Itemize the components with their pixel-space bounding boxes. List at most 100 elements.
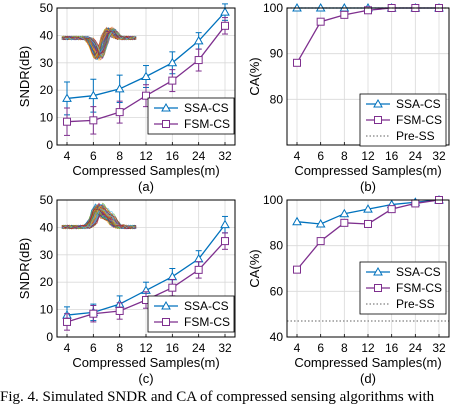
- panel-label: (c): [138, 371, 153, 386]
- legend-marker: [161, 102, 171, 112]
- inset-waveforms: [61, 202, 137, 230]
- data-point: [292, 216, 302, 226]
- data-point: [89, 309, 98, 318]
- data-point: [88, 90, 99, 100]
- x-tick-label: 8: [341, 149, 348, 163]
- data-point: [194, 56, 203, 65]
- plot-frame: [286, 199, 450, 338]
- x-tick-label: 32: [218, 149, 232, 163]
- data-point: [114, 83, 125, 93]
- data-point: [364, 219, 372, 228]
- legend-label: SSA-CS: [184, 101, 229, 115]
- x-tick-label: 12: [361, 341, 375, 355]
- y-tick-label: 40: [40, 220, 54, 234]
- plot-frame: [56, 7, 236, 146]
- data-point: [193, 35, 204, 45]
- legend-marker: [374, 116, 382, 124]
- y-tick-label: 80: [270, 92, 284, 106]
- legend-label: FSM-CS: [396, 113, 442, 127]
- y-tick-label: 20: [40, 275, 54, 289]
- y-tick-label: 40: [270, 330, 284, 344]
- x-tick-label: 6: [317, 149, 324, 163]
- data-point: [115, 306, 124, 315]
- panel-label: (d): [360, 371, 376, 386]
- legend: SSA-CS FSM-CS Pre-SS: [359, 261, 447, 315]
- y-tick-label: 10: [40, 111, 54, 125]
- chart-panel-b: 4 6 8 12 16 24 32 80 90 100 Compressed Samples(m) C…: [247, 1, 450, 194]
- series-fsm-cs: [63, 17, 229, 136]
- legend-marker: [373, 266, 383, 276]
- data-point: [168, 283, 177, 292]
- y-tick-label: 40: [40, 28, 54, 42]
- x-axis-label: Compressed Samples(m): [294, 355, 441, 370]
- y-axis-label: CA(%): [247, 249, 262, 287]
- x-tick-label: 24: [409, 341, 423, 355]
- chart-panel-d: 4 6 8 12 16 24 32 40 60 80 100 Compressed Samples(m…: [247, 193, 450, 386]
- legend-label: Pre-SS: [396, 297, 435, 311]
- legend-label: Pre-SS: [396, 129, 435, 143]
- legend: SSA-CS FSM-CS Pre-SS: [359, 93, 447, 147]
- data-point: [411, 199, 420, 208]
- chart-panel-a: 4 6 8 12 16 24 32 0 10 20 30 40 50 Compressed Samples…: [17, 1, 236, 194]
- legend-label: FSM-CS: [396, 281, 442, 295]
- data-point: [115, 108, 124, 117]
- legend: SSA-CS FSM-CS: [147, 97, 235, 135]
- data-point: [89, 116, 98, 125]
- data-point: [316, 237, 325, 246]
- legend-label: SSA-CS: [184, 299, 229, 313]
- data-point: [339, 208, 350, 218]
- plot-frame: [56, 199, 236, 338]
- x-tick-label: 12: [139, 341, 153, 355]
- data-point: [194, 265, 203, 274]
- x-tick-label: 4: [294, 149, 301, 163]
- panel-label: (b): [360, 179, 376, 194]
- legend: SSA-CS FSM-CS: [147, 295, 235, 333]
- figure-caption: Fig. 4. Simulated SNDR and CA of compres…: [0, 389, 435, 405]
- y-tick-label: 10: [40, 303, 54, 317]
- data-point: [220, 219, 230, 229]
- legend-marker: [161, 300, 171, 310]
- data-point: [168, 76, 177, 85]
- x-axis-label: Compressed Samples(m): [72, 163, 219, 178]
- y-tick-label: 20: [40, 83, 54, 97]
- inset-waveforms: [61, 26, 137, 62]
- chart-panel-c: 4 6 8 12 16 24 32 0 10 20 30 40 50 Compressed Samples…: [17, 193, 236, 386]
- data-point: [387, 205, 396, 214]
- data-point: [293, 58, 301, 67]
- x-tick-label: 16: [166, 341, 180, 355]
- y-tick-label: 0: [46, 330, 53, 344]
- y-axis-label: SNDR(dB): [17, 46, 32, 107]
- y-tick-label: 30: [40, 248, 54, 262]
- x-tick-label: 16: [166, 149, 180, 163]
- data-point: [63, 317, 71, 326]
- x-tick-label: 6: [317, 341, 324, 355]
- x-tick-label: 16: [385, 341, 399, 355]
- data-point: [63, 117, 71, 126]
- legend-marker: [373, 98, 383, 108]
- y-tick-label: 50: [40, 193, 54, 207]
- y-tick-label: 60: [270, 284, 284, 298]
- y-tick-label: 90: [270, 47, 284, 61]
- x-axis-label: Compressed Samples(m): [72, 355, 219, 370]
- x-tick-label: 6: [90, 341, 97, 355]
- data-point: [142, 91, 150, 100]
- x-tick-label: 32: [432, 149, 446, 163]
- data-point: [340, 10, 349, 19]
- legend-label: SSA-CS: [396, 97, 441, 111]
- legend-label: FSM-CS: [184, 315, 230, 329]
- panel-label: (a): [138, 179, 154, 194]
- y-tick-label: 30: [40, 56, 54, 70]
- data-point: [363, 204, 373, 213]
- legend-label: SSA-CS: [396, 265, 441, 279]
- y-tick-label: 50: [40, 1, 54, 15]
- x-tick-label: 8: [116, 341, 123, 355]
- x-tick-label: 6: [90, 149, 97, 163]
- x-tick-label: 24: [192, 149, 206, 163]
- legend-label: FSM-CS: [184, 117, 230, 131]
- data-point: [221, 21, 229, 30]
- data-point: [220, 7, 230, 16]
- y-tick-label: 0: [46, 138, 53, 152]
- y-tick-label: 100: [263, 193, 283, 207]
- x-tick-label: 12: [139, 149, 153, 163]
